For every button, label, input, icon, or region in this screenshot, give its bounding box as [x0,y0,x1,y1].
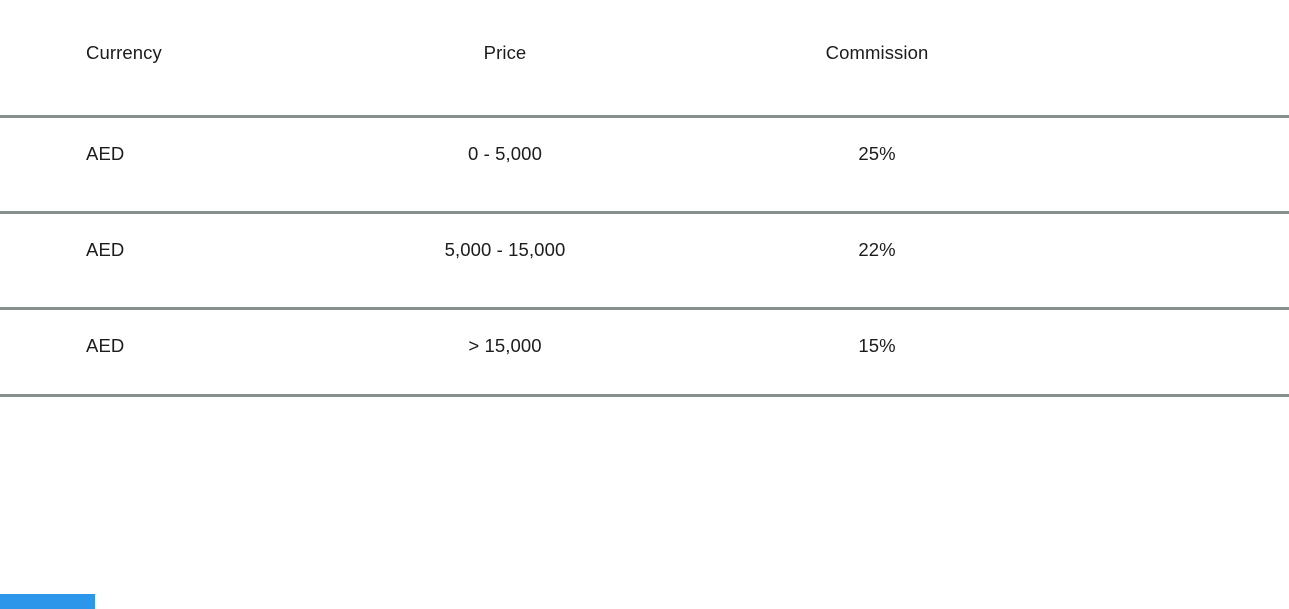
column-header-price: Price [483,42,527,63]
column-header-currency: Currency [86,42,162,63]
price-cell: > 15,000 [468,335,542,356]
table-row: AED 0 - 5,000 25% [0,115,1289,211]
table-header-row: Currency Price Commission [0,0,1289,115]
table-row: AED 5,000 - 15,000 22% [0,211,1289,307]
price-cell: 0 - 5,000 [468,143,542,164]
bottom-left-blue-bar [0,594,95,609]
table-row: AED > 15,000 15% [0,307,1289,397]
commission-cell: 25% [858,143,896,164]
currency-cell: AED [86,239,125,260]
column-header-commission: Commission [825,42,929,63]
commission-table: Currency Price Commission AED 0 - 5,000 … [0,0,1289,397]
price-cell: 5,000 - 15,000 [444,239,566,260]
commission-cell: 15% [858,335,896,356]
currency-cell: AED [86,143,125,164]
commission-cell: 22% [858,239,896,260]
currency-cell: AED [86,335,125,356]
